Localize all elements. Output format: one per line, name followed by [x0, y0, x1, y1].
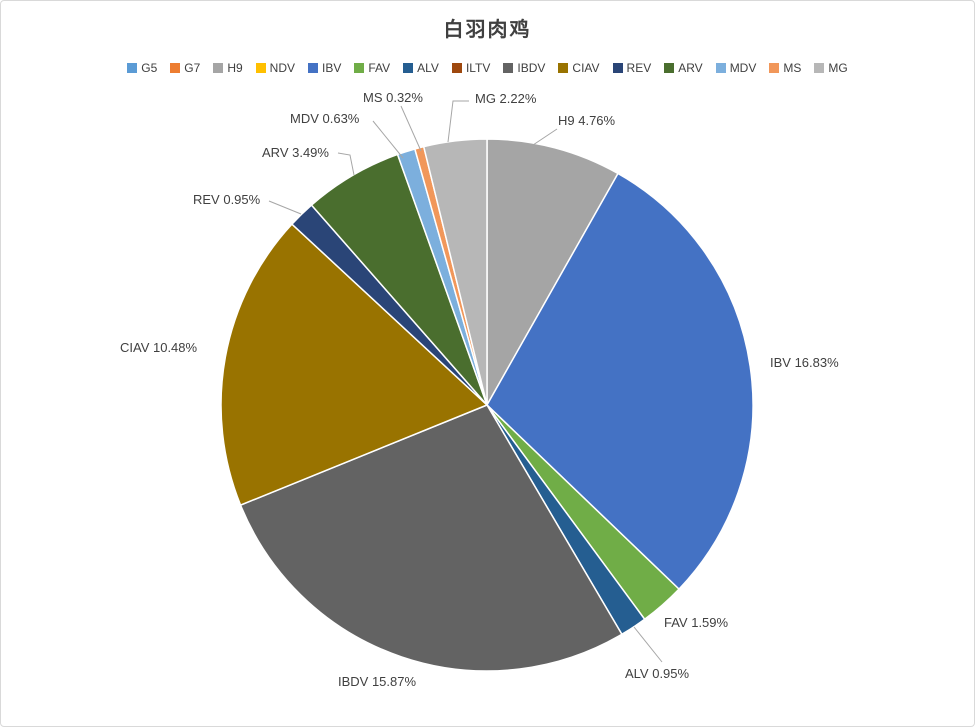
data-label-H9: H9 4.76% — [558, 113, 616, 128]
leader-line-ALV — [633, 626, 663, 663]
legend-swatch-IBDV — [503, 63, 514, 73]
legend-swatch-G7 — [170, 63, 181, 73]
legend-swatch-NDV — [255, 63, 266, 73]
data-label-FAV: FAV 1.59% — [664, 615, 729, 630]
legend-label-IBDV: IBDV — [517, 61, 546, 75]
legend-swatch-MDV — [715, 63, 726, 73]
data-label-IBDV: IBDV 15.87% — [338, 674, 417, 689]
legend-label-FAV: FAV — [368, 61, 391, 75]
data-label-MDV: MDV 0.63% — [290, 111, 360, 126]
legend-label-G7: G7 — [184, 61, 201, 75]
pie-slice-IBDV[interactable] — [239, 404, 623, 672]
legend-item-G7[interactable]: G7 — [170, 61, 200, 75]
data-label-MS: MS 0.32% — [363, 90, 423, 105]
leader-line-H9 — [523, 128, 558, 152]
data-label-MG: MG 2.22% — [475, 91, 537, 106]
legend-item-IBV[interactable]: IBV — [308, 61, 341, 75]
legend-item-ALV[interactable]: ALV — [403, 61, 439, 75]
pie-slice-IBV[interactable] — [486, 172, 754, 591]
legend-item-MDV[interactable]: MDV — [715, 61, 757, 75]
legend-label-H9: H9 — [227, 61, 243, 75]
legend-item-IBDV[interactable]: IBDV — [503, 61, 545, 75]
legend-label-MS: MS — [783, 61, 802, 75]
leader-line-REV — [268, 200, 302, 215]
data-label-REV: REV 0.95% — [193, 192, 261, 207]
leader-line-MG — [447, 100, 469, 143]
legend-swatch-REV — [612, 63, 623, 73]
leader-line-ARV — [337, 152, 355, 176]
pie-slice-H9[interactable] — [486, 138, 620, 408]
legend-label-ARV: ARV — [678, 61, 703, 75]
legend-label-MG: MG — [828, 61, 848, 75]
legend-label-CIAV: CIAV — [572, 61, 600, 75]
legend-label-ALV: ALV — [417, 61, 439, 75]
legend-swatch-MS — [769, 63, 780, 73]
leader-line-MS — [400, 105, 422, 152]
data-label-ALV: ALV 0.95% — [625, 666, 690, 681]
legend-label-REV: REV — [626, 61, 652, 75]
legend-swatch-H9 — [213, 63, 224, 73]
pie-slice-MG[interactable] — [422, 138, 488, 406]
legend-label-IBV: IBV — [322, 61, 342, 75]
legend-label-G5: G5 — [141, 61, 158, 75]
legend-swatch-ARV — [664, 63, 675, 73]
legend-swatch-MG — [814, 63, 825, 73]
legend-label-NDV: NDV — [269, 61, 295, 75]
legend-label-ILTV: ILTV — [465, 61, 491, 75]
data-label-IBV: IBV 16.83% — [770, 355, 839, 370]
legend-item-REV[interactable]: REV — [612, 61, 652, 75]
leader-line-MDV — [372, 120, 404, 159]
legend-swatch-G5 — [127, 63, 138, 73]
data-label-CIAV: CIAV 10.48% — [120, 340, 198, 355]
legend-item-ARV[interactable]: ARV — [664, 61, 703, 75]
legend-swatch-ILTV — [451, 63, 462, 73]
legend-label-MDV: MDV — [729, 61, 757, 75]
legend-item-H9[interactable]: H9 — [213, 61, 243, 75]
legend-item-NDV[interactable]: NDV — [255, 61, 295, 75]
legend-swatch-CIAV — [558, 63, 569, 73]
legend-item-MG[interactable]: MG — [814, 61, 848, 75]
legend-swatch-IBV — [308, 63, 318, 73]
legend-item-CIAV[interactable]: CIAV — [558, 61, 600, 75]
legend-item-MS[interactable]: MS — [769, 61, 801, 75]
legend-item-FAV[interactable]: FAV — [354, 61, 390, 75]
legend: G5 G7 H9 NDV IBV FAV ALV ILTV IBDV CIAV REV ARV MDV M… — [1, 61, 974, 75]
legend-item-G5[interactable]: G5 — [127, 61, 157, 75]
legend-swatch-ALV — [403, 63, 414, 73]
legend-item-ILTV[interactable]: ILTV — [451, 61, 491, 75]
data-label-ARV: ARV 3.49% — [262, 145, 329, 160]
chart-title: 白羽肉鸡 — [443, 19, 532, 41]
pie-slice-CIAV[interactable] — [220, 223, 489, 507]
legend-swatch-FAV — [354, 63, 365, 73]
